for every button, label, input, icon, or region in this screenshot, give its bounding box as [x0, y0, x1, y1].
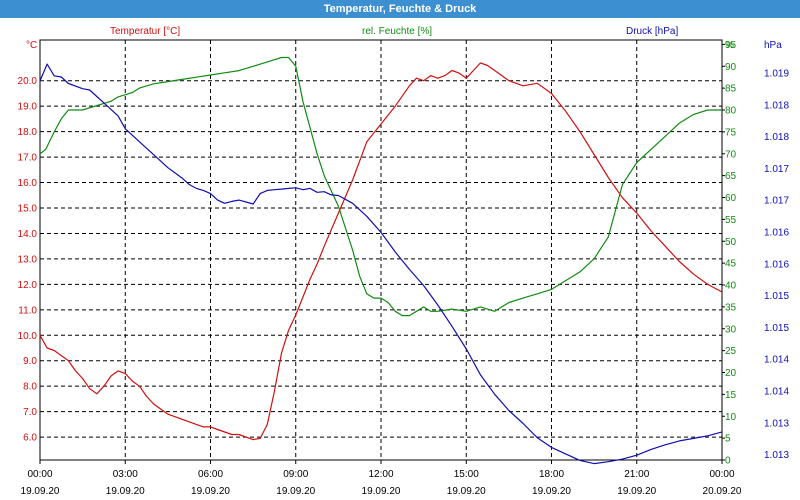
- x-tick-time-label: 09:00: [283, 469, 308, 480]
- pressure-tick-label: 1.018: [764, 100, 789, 111]
- humidity-tick-label: 10: [725, 412, 737, 423]
- temperature-axis-label: Temperatur [°C]: [110, 26, 180, 37]
- x-tick-date-label: 19.09.20: [532, 486, 571, 497]
- humidity-tick-label: 5: [725, 434, 731, 445]
- x-tick-time-label: 12:00: [368, 469, 393, 480]
- pressure-tick-label: 1.014: [764, 355, 789, 366]
- pressure-tick-label: 1.013: [764, 418, 789, 429]
- x-tick-time-label: 00:00: [709, 469, 734, 480]
- pressure-tick-label: 1.017: [764, 164, 789, 175]
- temperature-tick-label: 16.0: [18, 178, 38, 189]
- humidity-tick-label: 75: [725, 127, 737, 138]
- x-tick-date-label: 19.09.20: [617, 486, 656, 497]
- temperature-tick-label: 8.0: [23, 382, 37, 393]
- x-tick-time-label: 03:00: [113, 469, 138, 480]
- x-tick-time-label: 06:00: [198, 469, 223, 480]
- pressure-tick-label: 1.016: [764, 259, 789, 270]
- humidity-tick-label: 40: [725, 281, 737, 292]
- pressure-unit-label: hPa: [764, 40, 782, 51]
- x-tick-date-label: 19.09.20: [447, 486, 486, 497]
- humidity-tick-label: 70: [725, 149, 737, 160]
- humidity-tick-label: 15: [725, 390, 737, 401]
- humidity-tick-label: 45: [725, 259, 737, 270]
- humidity-axis-label: rel. Feuchte [%]: [362, 26, 432, 37]
- humidity-tick-label: 30: [725, 324, 737, 335]
- temperature-tick-label: 17.0: [18, 153, 38, 164]
- pressure-axis-label: Druck [hPa]: [626, 26, 678, 37]
- pressure-tick-label: 1.018: [764, 132, 789, 143]
- x-tick-date-label: 19.09.20: [21, 486, 60, 497]
- temperature-tick-label: 19.0: [18, 102, 38, 113]
- pressure-tick-label: 1.014: [764, 387, 789, 398]
- humidity-tick-label: 85: [725, 84, 737, 95]
- temperature-tick-label: 9.0: [23, 356, 37, 367]
- temperature-tick-label: 12.0: [18, 280, 38, 291]
- humidity-tick-label: 65: [725, 171, 737, 182]
- pressure-tick-label: 1.015: [764, 291, 789, 302]
- temperature-tick-label: 13.0: [18, 254, 38, 265]
- temperature-tick-label: 20.0: [18, 76, 38, 87]
- x-tick-time-label: 00:00: [27, 469, 52, 480]
- humidity-tick-label: 55: [725, 215, 737, 226]
- x-tick-date-label: 19.09.20: [276, 486, 315, 497]
- x-tick-time-label: 21:00: [624, 469, 649, 480]
- temperature-tick-label: 10.0: [18, 331, 38, 342]
- humidity-tick-label: 20: [725, 368, 737, 379]
- humidity-tick-label: 50: [725, 237, 737, 248]
- temperature-tick-label: 6.0: [23, 433, 37, 444]
- pressure-tick-label: 1.015: [764, 323, 789, 334]
- temperature-unit-label: °C: [26, 40, 37, 51]
- humidity-unit-label: %: [725, 40, 734, 51]
- humidity-tick-label: 25: [725, 346, 737, 357]
- pressure-tick-label: 1.016: [764, 228, 789, 239]
- pressure-tick-label: 1.013: [764, 450, 789, 461]
- humidity-tick-label: 60: [725, 193, 737, 204]
- humidity-tick-label: 35: [725, 302, 737, 313]
- humidity-tick-label: 80: [725, 106, 737, 117]
- temperature-tick-label: 14.0: [18, 229, 38, 240]
- pressure-tick-label: 1.019: [764, 69, 789, 80]
- humidity-tick-label: 90: [725, 62, 737, 73]
- x-tick-date-label: 19.09.20: [362, 486, 401, 497]
- x-tick-time-label: 15:00: [454, 469, 479, 480]
- temperature-tick-label: 11.0: [18, 305, 37, 316]
- pressure-tick-label: 1.017: [764, 196, 789, 207]
- x-tick-time-label: 18:00: [539, 469, 564, 480]
- temperature-tick-label: 7.0: [23, 407, 37, 418]
- x-tick-date-label: 19.09.20: [106, 486, 145, 497]
- humidity-tick-label: 0: [725, 456, 731, 467]
- temperature-tick-label: 18.0: [18, 127, 38, 138]
- x-tick-date-label: 19.09.20: [191, 486, 230, 497]
- temperature-tick-label: 15.0: [18, 204, 38, 215]
- x-tick-date-label: 20.09.20: [703, 486, 742, 497]
